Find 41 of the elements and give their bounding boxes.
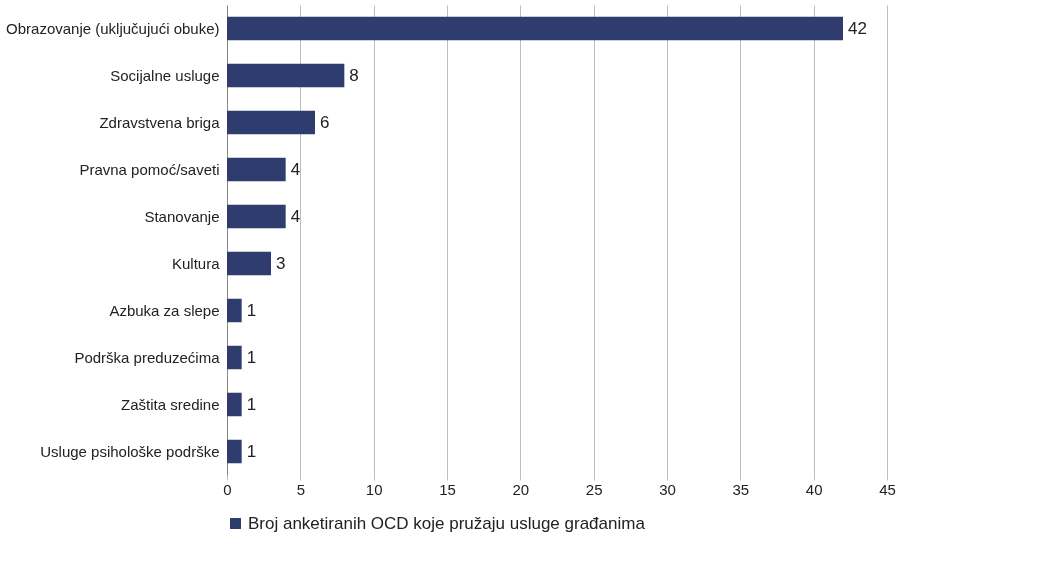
- data-label: 1: [246, 394, 257, 414]
- y-tick-label: Kultura: [171, 254, 221, 272]
- y-tick-label: Usluge psihološke podrške: [40, 442, 220, 460]
- bar: [227, 298, 242, 323]
- bar: [227, 63, 345, 88]
- bar: [227, 157, 286, 182]
- y-tick-label: Zaštita sredine: [121, 395, 220, 413]
- data-label: 8: [349, 65, 359, 85]
- bar: [227, 110, 315, 135]
- legend-label: Broj anketiranih OCD koje pružaju usluge građanima: [248, 513, 646, 533]
- bar: [227, 345, 242, 370]
- data-label: 3: [276, 253, 286, 273]
- y-tick-label: Obrazovanje (uključujući obuke): [6, 19, 220, 37]
- data-label: 42: [848, 18, 867, 38]
- y-tick-label: Podrška preduzećima: [74, 348, 221, 366]
- bar: [227, 392, 242, 417]
- x-tick-label: 35: [732, 480, 750, 498]
- data-label: 4: [290, 206, 301, 226]
- data-label: 1: [246, 300, 257, 320]
- x-tick-label: 5: [296, 480, 306, 498]
- bar: [227, 251, 271, 276]
- y-tick-label: Stanovanje: [144, 207, 220, 225]
- x-tick-label: 25: [585, 480, 603, 498]
- bar: [227, 204, 286, 229]
- x-tick-label: 0: [223, 480, 232, 498]
- x-tick-label: 10: [365, 480, 383, 498]
- y-tick-label: Pravna pomoć/saveti: [79, 160, 220, 178]
- x-tick-label: 45: [879, 480, 896, 498]
- y-tick-label: Azbuka za slepe: [109, 301, 220, 319]
- y-tick-label: Socijalne usluge: [110, 66, 220, 84]
- bar: [227, 16, 843, 41]
- data-label: 1: [246, 347, 257, 367]
- x-tick-label: 20: [512, 480, 530, 498]
- y-tick-label: Zdravstvena briga: [99, 113, 221, 131]
- x-tick-label: 40: [805, 480, 823, 498]
- data-label: 1: [246, 441, 257, 461]
- data-label: 4: [290, 159, 301, 179]
- bar: [227, 439, 242, 464]
- data-label: 6: [320, 112, 330, 132]
- x-tick-label: 15: [439, 480, 456, 498]
- x-tick-label: 30: [659, 480, 676, 498]
